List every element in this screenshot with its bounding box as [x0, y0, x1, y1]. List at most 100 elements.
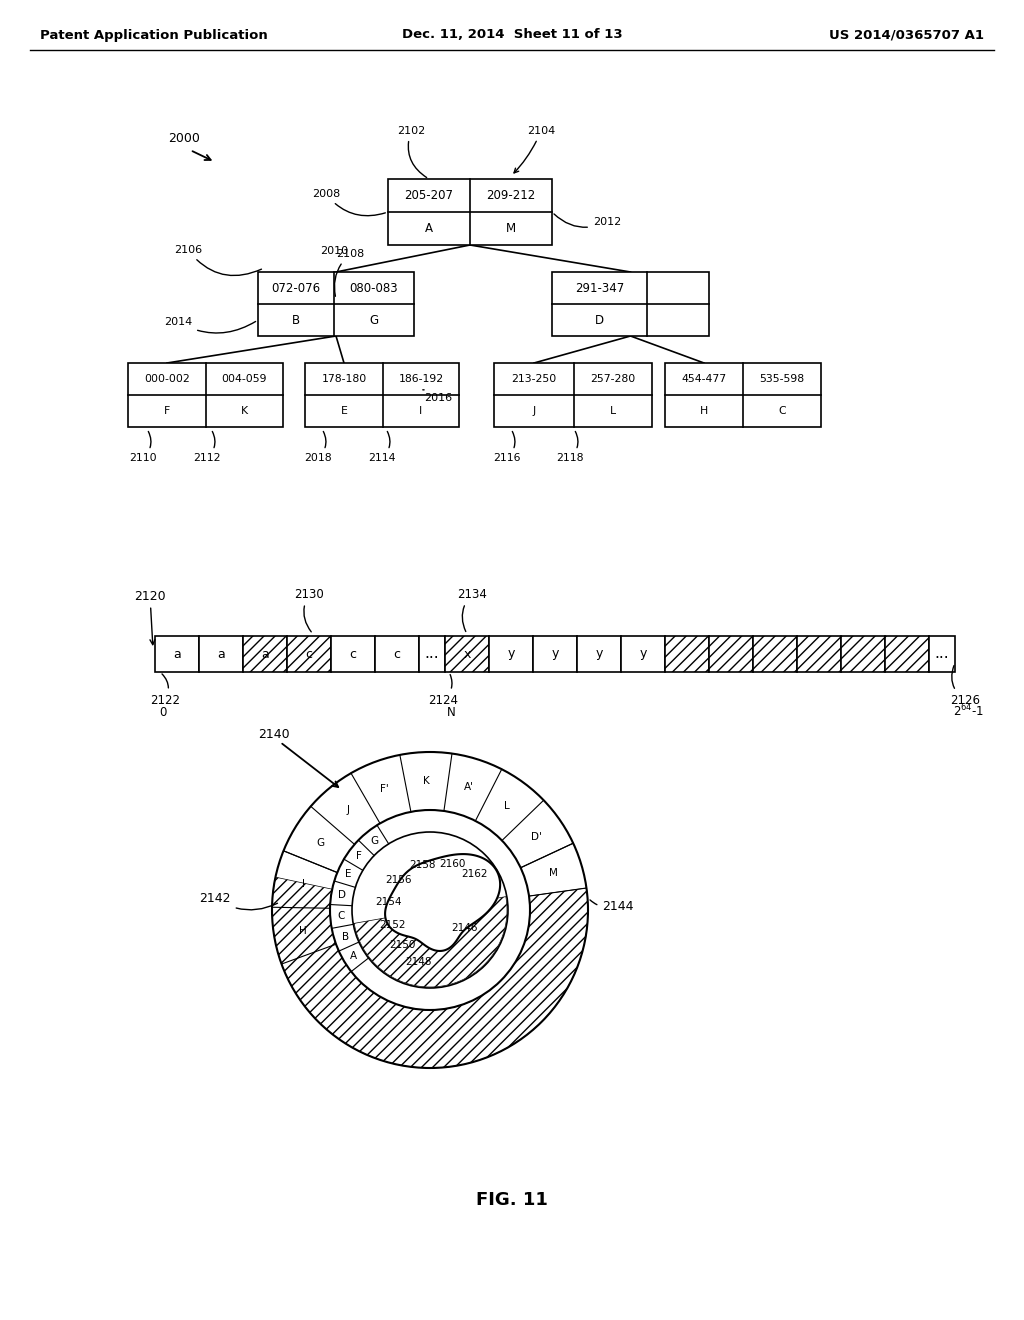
Bar [665, 636, 709, 672]
Bar [885, 636, 929, 672]
Text: 2126: 2126 [950, 665, 980, 706]
Text: 454-477: 454-477 [681, 374, 727, 384]
Text: 2134: 2134 [457, 587, 487, 631]
Text: 2118: 2118 [556, 432, 584, 463]
Text: ...: ... [935, 647, 949, 661]
Text: 2014: 2014 [164, 317, 256, 333]
Text: A': A' [464, 781, 474, 792]
Text: B: B [342, 932, 348, 941]
Text: 080-083: 080-083 [349, 281, 398, 294]
Text: 535-598: 535-598 [760, 374, 805, 384]
Text: x: x [463, 648, 471, 660]
Text: y: y [639, 648, 647, 660]
Bar [577, 636, 621, 672]
Text: C: C [778, 407, 785, 416]
Text: 205-207: 205-207 [404, 189, 454, 202]
Bar [331, 636, 375, 672]
Text: 2150: 2150 [389, 940, 415, 950]
Text: M: M [506, 222, 516, 235]
Bar [665, 636, 709, 672]
Text: 2018: 2018 [304, 432, 332, 463]
Bar [287, 636, 331, 672]
Bar [305, 363, 459, 426]
Text: 0: 0 [159, 706, 166, 719]
Bar [489, 636, 534, 672]
Text: 291-347: 291-347 [574, 281, 624, 294]
Bar [445, 636, 489, 672]
Text: C: C [338, 911, 345, 921]
Text: 2160: 2160 [439, 859, 465, 869]
Bar [155, 636, 199, 672]
Bar [375, 636, 419, 672]
Text: a: a [261, 648, 269, 660]
Bar [552, 272, 709, 337]
Text: y: y [595, 648, 603, 660]
Text: FIG. 11: FIG. 11 [476, 1191, 548, 1209]
Text: y: y [551, 648, 559, 660]
Text: K: K [241, 407, 248, 416]
Text: 213-250: 213-250 [511, 374, 557, 384]
Text: Patent Application Publication: Patent Application Publication [40, 29, 267, 41]
Text: 000-002: 000-002 [144, 374, 189, 384]
Text: 2012: 2012 [554, 214, 622, 227]
Text: 2112: 2112 [194, 432, 221, 463]
Text: G: G [370, 836, 378, 846]
Text: K: K [423, 776, 430, 785]
Text: J: J [346, 805, 349, 816]
Text: 2152: 2152 [379, 920, 406, 931]
Circle shape [331, 810, 529, 1008]
Text: F: F [164, 407, 170, 416]
Bar [929, 636, 955, 672]
Text: H: H [699, 407, 709, 416]
Text: 2108: 2108 [335, 249, 365, 296]
Text: F': F' [381, 784, 389, 795]
Text: L: L [504, 801, 510, 812]
Text: 209-212: 209-212 [486, 189, 536, 202]
Bar [287, 636, 331, 672]
Text: E: E [345, 869, 352, 879]
Text: a: a [217, 648, 225, 660]
Polygon shape [354, 896, 507, 987]
Bar [199, 636, 243, 672]
Text: 2158: 2158 [409, 861, 435, 870]
Text: D: D [338, 890, 346, 899]
Text: 004-059: 004-059 [222, 374, 267, 384]
Text: F: F [356, 851, 362, 861]
Text: US 2014/0365707 A1: US 2014/0365707 A1 [829, 29, 984, 41]
Text: 2114: 2114 [369, 432, 395, 463]
Text: c: c [349, 648, 356, 660]
Bar [797, 636, 841, 672]
Bar [621, 636, 665, 672]
Text: H: H [299, 927, 306, 936]
Bar [445, 636, 489, 672]
Text: 2148: 2148 [404, 957, 431, 968]
Text: 2106: 2106 [174, 246, 261, 276]
Text: a: a [173, 648, 181, 660]
Text: 2156: 2156 [385, 875, 412, 884]
Text: 2122: 2122 [150, 675, 180, 706]
Bar [665, 363, 821, 426]
Text: 2010: 2010 [319, 246, 348, 256]
Text: I: I [302, 879, 305, 890]
Bar [753, 636, 797, 672]
Text: 2162: 2162 [462, 869, 488, 879]
Text: 257-280: 257-280 [591, 374, 636, 384]
Bar [419, 636, 445, 672]
Circle shape [353, 833, 507, 987]
Bar [709, 636, 753, 672]
Bar [128, 363, 283, 426]
Text: 2016: 2016 [423, 389, 452, 403]
Text: 2124: 2124 [428, 675, 458, 706]
Text: 2008: 2008 [312, 189, 385, 215]
Circle shape [272, 752, 588, 1068]
Text: c: c [305, 648, 312, 660]
Bar [841, 636, 885, 672]
Bar [243, 636, 287, 672]
Bar [797, 636, 841, 672]
Text: 2000: 2000 [168, 132, 200, 145]
Text: I: I [420, 407, 423, 416]
Polygon shape [272, 878, 588, 1068]
Bar [753, 636, 797, 672]
Text: 178-180: 178-180 [322, 374, 367, 384]
Text: G: G [316, 838, 324, 847]
